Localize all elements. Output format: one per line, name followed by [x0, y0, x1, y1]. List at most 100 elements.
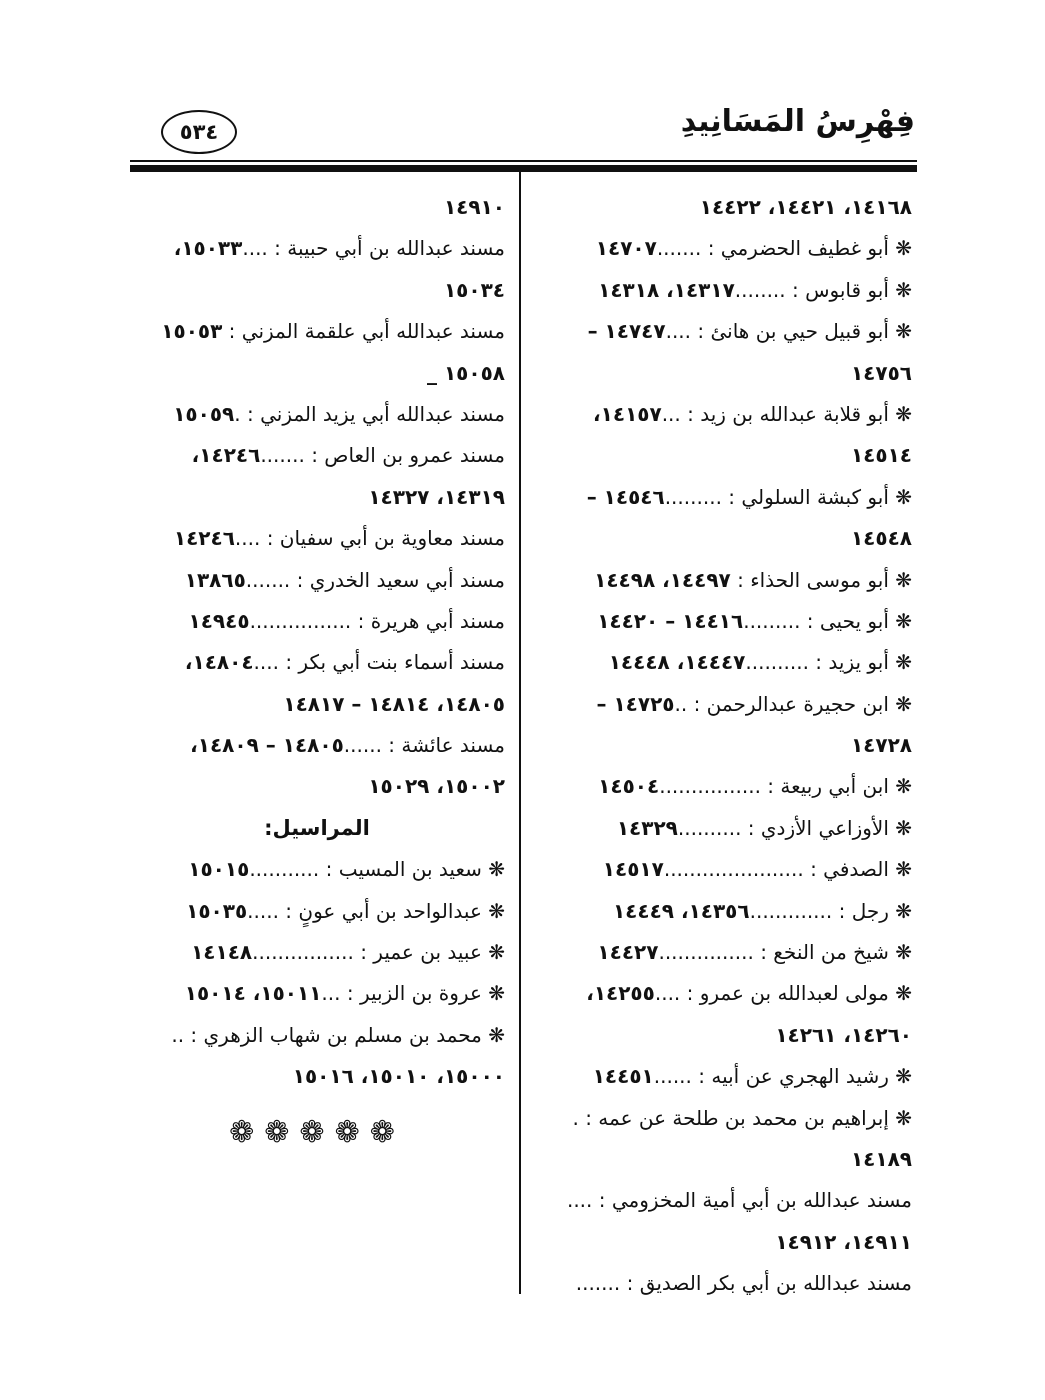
- entry-name: ❋ أبو كبشة السلولي : .........: [664, 484, 912, 509]
- entry-hadith-numbers: ١٤٥١٧: [602, 857, 664, 882]
- entry-hadith-numbers: ١٤٤٥١: [592, 1064, 654, 1089]
- entry-hadith-numbers: ١٥٠٥٩: [173, 401, 235, 426]
- entry-name: ❋ إبراهيم بن محمد بن طلحة عن عمه : .: [572, 1105, 913, 1130]
- index-entry-line: ١٤٨٠٥، ١٤٨١٤ – ١٤٨١٧: [129, 684, 505, 725]
- index-entry-line: مسند عمرو بن العاص : .......١٤٢٤٦،: [129, 435, 505, 476]
- entry-hadith-numbers: ١٥٠١٥: [188, 857, 250, 882]
- index-entry-line: ❋ ابن حجيرة عبدالرحمن : ..١٤٧٢٥ –: [532, 684, 913, 725]
- entry-name: ❋ أبو قبيل حيي بن هانئ : ....: [665, 319, 912, 344]
- entry-name: ❋ الأوزاعي الأزدي : ..........: [677, 815, 912, 840]
- index-entry-line: ❋ أبو يزيد : ..........١٤٤٤٧، ١٤٤٤٨: [532, 642, 912, 683]
- column-divider: [519, 172, 521, 1294]
- entry-hadith-numbers: ١٤٩٤٥: [188, 608, 250, 633]
- index-entry-line: مسند عبدالله بن أبي أمية المخزومي : ....: [532, 1180, 912, 1221]
- index-entry-line: ❋ أبو غطيف الحضرمي : .......١٤٧٠٧: [532, 228, 912, 269]
- entry-name: مسند عبدالله أبي يزيد المزني : .: [234, 401, 505, 426]
- entry-hadith-numbers: ١٤٩١١، ١٤٩١٢: [775, 1229, 912, 1254]
- index-entry-line: ❋ شيخ من النخع : ...............١٤٤٢٧: [532, 932, 912, 973]
- entry-hadith-numbers: ١٤٥١٤: [850, 443, 912, 468]
- ornament-star-icon: ❁: [229, 1114, 265, 1150]
- index-entry-line: ❋ أبو موسى الحذاء : ١٤٤٩٧، ١٤٤٩٨: [532, 560, 912, 601]
- index-entry-line: ❋ عروة بن الزبير : ...١٥٠١١، ١٥٠١٤: [129, 973, 505, 1014]
- entry-name: ❋ شيخ من النخع : ...............: [658, 940, 912, 965]
- entry-hadith-numbers: ١٤٧٥٦: [850, 360, 912, 385]
- entry-hadith-numbers: ١٤١٦٨، ١٤٤٢١، ١٤٤٢٢: [699, 195, 912, 219]
- entry-hadith-numbers: ١٤٣١٧، ١٤٣١٨: [598, 277, 735, 302]
- index-entry-line: ❋ أبو قابوس : ........١٤٣١٧، ١٤٣١٨: [532, 270, 912, 311]
- entry-hadith-numbers: ١٥٠٠٢، ١٥٠٢٩: [368, 774, 505, 799]
- index-entry-line: مسند معاوية بن أبي سفيان : ....١٤٢٤٦: [129, 518, 505, 559]
- entry-hadith-numbers: ١٤١٨٩: [850, 1146, 912, 1171]
- index-entry-line: ❋ عبيد بن عمير : ................١٤١٤٨: [129, 932, 505, 973]
- entry-hadith-numbers: ١٤٢٤٦: [173, 526, 235, 551]
- index-entry-line: ١٤٧٥٦: [532, 353, 912, 394]
- entry-name: ❋ أبو يحيى : .........: [743, 608, 912, 633]
- entry-name: ❋ مولى لعبدالله بن عمرو : ....: [654, 981, 912, 1006]
- entry-hadith-numbers: ١٤٢٦٠، ١٤٢٦١: [775, 1022, 912, 1047]
- index-entry-line: ❋ أبو يحيى : .........١٤٤١٦ – ١٤٤٢٠: [532, 601, 912, 642]
- index-entry-line: ❋ ابن أبي ربيعة : ................١٤٥٠٤: [532, 766, 912, 807]
- entry-name: مسند عائشة : ......: [343, 733, 505, 758]
- entry-name: ❋ الصدفي : ......................: [663, 857, 912, 882]
- entry-name: ❋ أبو قلابة عبدالله بن زيد : ...: [661, 401, 912, 426]
- entry-name: ❋ عبيد بن عمير : ................: [252, 940, 505, 965]
- index-entry-line: ❋ رشيد الهجري عن أبيه : ......١٤٤٥١: [532, 1056, 912, 1097]
- entry-hadith-numbers: ١٤٤٢٧: [597, 940, 659, 965]
- index-entry-line: ❋ أبو كبشة السلولي : .........١٤٥٤٦ –: [532, 477, 912, 518]
- index-entry-line: ❋ إبراهيم بن محمد بن طلحة عن عمه : .: [532, 1098, 913, 1139]
- entry-name: ❋ عروة بن الزبير : ...: [321, 981, 505, 1006]
- entry-name: ❋ أبو غطيف الحضرمي : .......: [656, 236, 912, 261]
- right-column: ١٤١٦٨، ١٤٤٢١، ١٤٤٢٢ ❋ أبو غطيف الحضرمي : …: [532, 187, 912, 1305]
- entry-name: مسند عبدالله أبي علقمة المزني :: [222, 319, 505, 344]
- index-entry-line: ١٥٠٥٨ _: [129, 353, 505, 394]
- index-entry-line: ١٤٢٦٠، ١٤٢٦١: [532, 1015, 912, 1056]
- entry-name: مسند أسماء بنت أبي بكر : ....: [253, 650, 505, 675]
- index-entry-line: مسند عبدالله بن أبي حبيبة : ....١٥٠٣٣،: [129, 228, 505, 269]
- entry-name: ❋ أبو يزيد : ..........: [745, 650, 912, 675]
- left-column: ١٤٩١٠ مسند عبدالله بن أبي حبيبة : ....١٥٠…: [129, 187, 505, 1153]
- entry-name: ❋ ابن حجيرة عبدالرحمن : ..: [674, 691, 912, 716]
- entry-hadith-numbers: ١٤٤١٦ – ١٤٤٢٠: [597, 608, 744, 633]
- index-entry-line: ١٥٠٠٠، ١٥٠١٠، ١٥٠١٦: [129, 1056, 505, 1097]
- index-entry-line: ❋ الصدفي : ......................١٤٥١٧: [532, 849, 912, 890]
- entry-hadith-numbers: ١٤١٤٨: [191, 940, 253, 965]
- entry-hadith-numbers: ١٤٩١٠: [443, 195, 505, 219]
- running-title: فِهْرِسُ المَسَانِيدِ: [680, 104, 915, 139]
- entry-hadith-numbers: ١٤٢٤٦،: [191, 443, 261, 468]
- entry-hadith-numbers: ١٤٧٢٨: [850, 733, 912, 758]
- entry-hadith-numbers: ١٤٧٢٥ –: [596, 691, 675, 716]
- left-column-musnad-list: ١٤٩١٠ مسند عبدالله بن أبي حبيبة : ....١٥٠…: [129, 187, 505, 808]
- index-entry-line: ❋ رجل : .............١٤٣٥٦، ١٤٤٤٩: [532, 891, 912, 932]
- index-entry-line: ١٤١٦٨، ١٤٤٢١، ١٤٤٢٢: [532, 187, 912, 228]
- entry-hadith-numbers: ١٤٨٠٥، ١٤٨١٤ – ١٤٨١٧: [283, 691, 505, 716]
- entry-name: مسند عبدالله بن أبي أمية المخزومي : ....: [566, 1188, 912, 1213]
- entry-name: مسند عبدالله بن أبي بكر الصديق : .......: [575, 1271, 912, 1296]
- entry-hadith-numbers: ١٤٧٤٧ –: [587, 319, 666, 344]
- entry-hadith-numbers: ١٥٠١١، ١٥٠١٤: [184, 981, 322, 1006]
- entry-name: ❋ ابن أبي ربيعة : ................: [659, 774, 912, 799]
- index-entry-line: مسند عبدالله أبي علقمة المزني : ١٥٠٥٣: [129, 311, 505, 352]
- entry-hadith-numbers: ١٥٠٥٨ _: [426, 360, 505, 385]
- section-heading-marasil: المراسيل:: [264, 815, 370, 840]
- ornament-star-icon: ❁: [334, 1114, 370, 1150]
- index-entry-line: مسند عبدالله بن أبي بكر الصديق : .......: [532, 1263, 912, 1304]
- index-entry-line: ١٤٩١١، ١٤٩١٢: [532, 1222, 912, 1263]
- index-entry-line: ١٥٠٠٢، ١٥٠٢٩: [129, 766, 505, 807]
- entry-hadith-numbers: ١٤٣٢٩: [616, 815, 678, 840]
- header-rule-thick: [130, 165, 917, 172]
- left-column-marasil-list: ❋ سعيد بن المسيب : ...........١٥٠١٥ ❋ عبد…: [129, 849, 505, 1097]
- ornament-star-icon: ❁: [264, 1114, 300, 1150]
- header-rule-thin: [130, 160, 917, 162]
- entry-hadith-numbers: ١٥٠٠٠، ١٥٠١٠، ١٥٠١٦: [292, 1064, 505, 1089]
- entry-name: مسند معاوية بن أبي سفيان : ....: [234, 526, 505, 551]
- entry-hadith-numbers: ١٤٨٠٥ – ١٤٨٠٩،: [190, 733, 344, 758]
- entry-name: مسند عمرو بن العاص : .......: [260, 443, 505, 468]
- index-entry-line: ❋ سعيد بن المسيب : ...........١٥٠١٥: [129, 849, 505, 890]
- entry-hadith-numbers: ١٤٣٥٦، ١٤٤٤٩: [612, 898, 750, 923]
- index-entry-line: ١٤٣١٩، ١٤٣٢٧: [129, 477, 505, 518]
- entry-hadith-numbers: ١٥٠٣٤: [443, 277, 505, 302]
- entry-hadith-numbers: ١٥٠٣٣،: [173, 236, 243, 261]
- entry-hadith-numbers: ١٤٢٥٥،: [586, 981, 655, 1006]
- entry-name: مسند أبي سعيد الخدري : .......: [245, 567, 505, 592]
- entry-hadith-numbers: ١٤٥٤٨: [850, 526, 912, 551]
